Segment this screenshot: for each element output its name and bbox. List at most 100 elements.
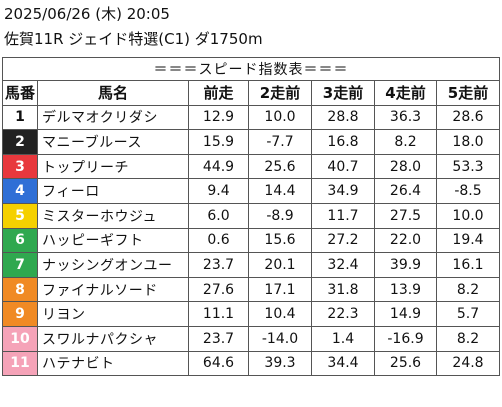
speed-index-cell: 20.1 bbox=[248, 252, 312, 278]
speed-index-cell: -7.7 bbox=[248, 129, 312, 155]
horse-name: フィーロ bbox=[37, 178, 189, 204]
horse-number: 3 bbox=[2, 153, 38, 180]
speed-index-cell: 22.3 bbox=[311, 301, 375, 327]
speed-index-cell: 34.9 bbox=[311, 178, 375, 204]
speed-index-cell: 1.4 bbox=[311, 325, 375, 352]
speed-index-cell: -8.9 bbox=[248, 202, 312, 229]
horse-number: 9 bbox=[2, 301, 38, 327]
speed-index-cell: 24.8 bbox=[436, 350, 500, 377]
speed-index-cell: 27.2 bbox=[311, 227, 375, 254]
speed-index-cell: 28.8 bbox=[311, 104, 375, 131]
horse-number: 11 bbox=[2, 350, 38, 377]
speed-index-cell: 27.6 bbox=[188, 276, 249, 303]
col-header-2-races-ago: 2走前 bbox=[248, 80, 312, 106]
speed-index-cell: 5.7 bbox=[436, 301, 500, 327]
speed-index-cell: 23.7 bbox=[188, 252, 249, 278]
horse-name: ミスターホウジュ bbox=[37, 202, 189, 229]
speed-index-cell: 10.0 bbox=[248, 104, 312, 131]
speed-index-cell: 13.9 bbox=[374, 276, 437, 303]
horse-number: 10 bbox=[2, 325, 38, 352]
speed-index-cell: -16.9 bbox=[374, 325, 437, 352]
horse-name: ハテナビト bbox=[37, 350, 189, 377]
speed-index-cell: 17.1 bbox=[248, 276, 312, 303]
horse-number: 2 bbox=[2, 129, 38, 155]
col-header-last-race: 前走 bbox=[188, 80, 249, 106]
race-title: 佐賀11R ジェイド特選(C1) ダ1750m bbox=[4, 30, 263, 48]
speed-index-cell: 10.4 bbox=[248, 301, 312, 327]
horse-name: ファイナルソード bbox=[37, 276, 189, 303]
horse-name: マニーブルース bbox=[37, 129, 189, 155]
speed-index-cell: 44.9 bbox=[188, 153, 249, 180]
speed-index-cell: 39.9 bbox=[374, 252, 437, 278]
speed-index-table-container: ＝＝＝スピード指数表＝＝＝ 馬番 馬名 前走 2走前 3走前 4走前 5走前 1… bbox=[2, 57, 500, 405]
speed-index-cell: 39.3 bbox=[248, 350, 312, 377]
speed-index-cell: 11.7 bbox=[311, 202, 375, 229]
table-row: 3 トップリーチ 44.9 25.6 40.7 28.0 53.3 bbox=[2, 153, 500, 180]
horse-name: ナッシングオンユー bbox=[37, 252, 189, 278]
speed-index-cell: 32.4 bbox=[311, 252, 375, 278]
speed-index-cell: 14.4 bbox=[248, 178, 312, 204]
table-header-row: 馬番 馬名 前走 2走前 3走前 4走前 5走前 bbox=[2, 80, 500, 106]
table-row: 9 リヨン 11.1 10.4 22.3 14.9 5.7 bbox=[2, 301, 500, 327]
speed-index-cell: 19.4 bbox=[436, 227, 500, 254]
speed-index-cell: 28.0 bbox=[374, 153, 437, 180]
table-row: 6 ハッピーギフト 0.6 15.6 27.2 22.0 19.4 bbox=[2, 227, 500, 254]
speed-index-cell: 15.9 bbox=[188, 129, 249, 155]
horse-number: 6 bbox=[2, 227, 38, 254]
speed-index-cell: 8.2 bbox=[374, 129, 437, 155]
speed-index-cell: 22.0 bbox=[374, 227, 437, 254]
speed-index-cell: 11.1 bbox=[188, 301, 249, 327]
speed-index-cell: 25.6 bbox=[374, 350, 437, 377]
speed-index-cell: -14.0 bbox=[248, 325, 312, 352]
speed-index-cell: 16.1 bbox=[436, 252, 500, 278]
speed-index-cell: 34.4 bbox=[311, 350, 375, 377]
speed-index-cell: 26.4 bbox=[374, 178, 437, 204]
speed-index-cell: 31.8 bbox=[311, 276, 375, 303]
col-header-3-races-ago: 3走前 bbox=[311, 80, 375, 106]
horse-name: リヨン bbox=[37, 301, 189, 327]
speed-index-cell: 25.6 bbox=[248, 153, 312, 180]
table-row: 4 フィーロ 9.4 14.4 34.9 26.4 -8.5 bbox=[2, 178, 500, 204]
table-row: 8 ファイナルソード 27.6 17.1 31.8 13.9 8.2 bbox=[2, 276, 500, 303]
speed-index-cell: 10.0 bbox=[436, 202, 500, 229]
table-row: 2 マニーブルース 15.9 -7.7 16.8 8.2 18.0 bbox=[2, 129, 500, 155]
table-row: 11 ハテナビト 64.6 39.3 34.4 25.6 24.8 bbox=[2, 350, 500, 377]
table-row: 5 ミスターホウジュ 6.0 -8.9 11.7 27.5 10.0 bbox=[2, 202, 500, 229]
race-datetime: 2025/06/26 (木) 20:05 bbox=[4, 5, 170, 23]
speed-index-cell: 8.2 bbox=[436, 276, 500, 303]
speed-index-cell: 40.7 bbox=[311, 153, 375, 180]
speed-index-cell: 8.2 bbox=[436, 325, 500, 352]
speed-index-cell: 12.9 bbox=[188, 104, 249, 131]
speed-index-cell: 64.6 bbox=[188, 350, 249, 377]
speed-index-cell: 15.6 bbox=[248, 227, 312, 254]
speed-index-cell: 0.6 bbox=[188, 227, 249, 254]
table-row: 1 デルマオクリダシ 12.9 10.0 28.8 36.3 28.6 bbox=[2, 104, 500, 131]
speed-index-cell: 27.5 bbox=[374, 202, 437, 229]
horse-number: 8 bbox=[2, 276, 38, 303]
speed-index-table: ＝＝＝スピード指数表＝＝＝ 馬番 馬名 前走 2走前 3走前 4走前 5走前 1… bbox=[2, 57, 500, 377]
speed-index-cell: 23.7 bbox=[188, 325, 249, 352]
speed-index-cell: 6.0 bbox=[188, 202, 249, 229]
speed-index-cell: 9.4 bbox=[188, 178, 249, 204]
table-row: 7 ナッシングオンユー 23.7 20.1 32.4 39.9 16.1 bbox=[2, 252, 500, 278]
horse-name: ハッピーギフト bbox=[37, 227, 189, 254]
speed-index-cell: -8.5 bbox=[436, 178, 500, 204]
col-header-number: 馬番 bbox=[2, 80, 38, 106]
speed-index-cell: 36.3 bbox=[374, 104, 437, 131]
speed-index-cell: 53.3 bbox=[436, 153, 500, 180]
horse-number: 4 bbox=[2, 178, 38, 204]
col-header-horse-name: 馬名 bbox=[37, 80, 189, 106]
col-header-4-races-ago: 4走前 bbox=[374, 80, 437, 106]
horse-number: 5 bbox=[2, 202, 38, 229]
horse-number: 7 bbox=[2, 252, 38, 278]
horse-name: デルマオクリダシ bbox=[37, 104, 189, 131]
table-row: 10 スワルナパクシャ 23.7 -14.0 1.4 -16.9 8.2 bbox=[2, 325, 500, 352]
horse-name: スワルナパクシャ bbox=[37, 325, 189, 352]
table-banner: ＝＝＝スピード指数表＝＝＝ bbox=[2, 57, 500, 81]
horse-number: 1 bbox=[2, 104, 38, 131]
speed-index-cell: 16.8 bbox=[311, 129, 375, 155]
horse-name: トップリーチ bbox=[37, 153, 189, 180]
speed-index-cell: 18.0 bbox=[436, 129, 500, 155]
speed-index-cell: 28.6 bbox=[436, 104, 500, 131]
speed-index-cell: 14.9 bbox=[374, 301, 437, 327]
